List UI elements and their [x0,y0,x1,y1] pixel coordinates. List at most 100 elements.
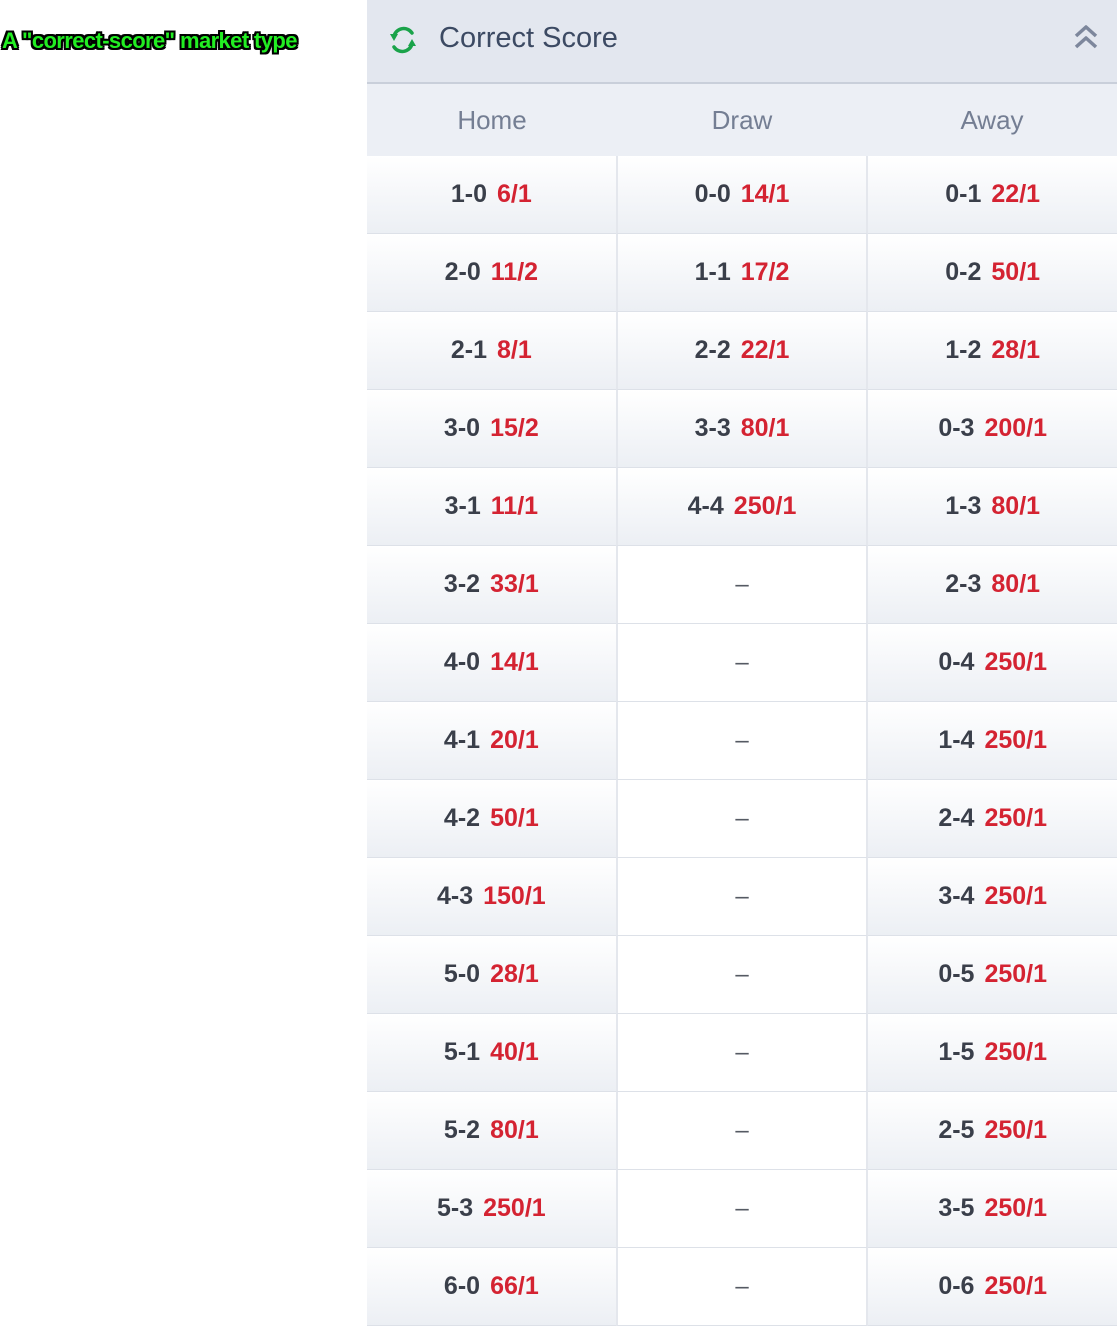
odds-price: 250/1 [984,1038,1048,1066]
odds-price: 11/1 [490,492,539,520]
odds-price: 11/2 [490,258,539,286]
selection-home[interactable]: 5-1 40/1 [367,1014,616,1092]
selection-home[interactable]: 3-2 33/1 [367,546,616,624]
score-label: 4-4 [687,492,724,520]
selection-away[interactable]: 1-5 250/1 [868,1014,1117,1092]
selection-away[interactable]: 2-4 250/1 [868,780,1117,858]
selection-away[interactable]: 0-2 50/1 [868,234,1117,312]
selection-draw: – [615,936,869,1014]
score-label: 3-2 [443,570,481,598]
odds-row: 2-0 11/2 1-1 17/2 0-2 50/1 [367,234,1117,312]
score-label: 3-0 [443,414,481,442]
odds-price: 250/1 [733,492,797,520]
selection-draw: – [615,702,869,780]
odds-price: 14/1 [740,180,790,208]
selection-draw[interactable]: 0-0 14/1 [615,156,869,234]
odds-price: 250/1 [984,1116,1048,1144]
selection-draw[interactable]: 3-3 80/1 [615,390,869,468]
empty-selection-dash: – [735,648,749,676]
selection-home[interactable]: 3-0 15/2 [367,390,616,468]
score-label: 5-1 [443,1038,481,1066]
column-header-home: Home [457,105,527,135]
selection-home[interactable]: 5-3 250/1 [367,1170,616,1248]
selection-draw: – [615,1014,869,1092]
column-header-draw: Draw [711,105,773,135]
score-label: 0-4 [938,648,975,676]
odds-price: 250/1 [984,726,1048,754]
odds-price: 80/1 [740,414,790,442]
selection-home[interactable]: 3-1 11/1 [367,468,616,546]
selection-home[interactable]: 4-0 14/1 [367,624,616,702]
selection-home[interactable]: 4-3 150/1 [367,858,616,936]
empty-selection-dash: – [735,804,749,832]
odds-price: 8/1 [497,336,532,364]
selection-away[interactable]: 1-2 28/1 [868,312,1117,390]
selection-away[interactable]: 0-6 250/1 [868,1248,1117,1326]
market-header[interactable]: Correct Score [367,0,1117,84]
selection-away[interactable]: 2-5 250/1 [868,1092,1117,1170]
score-label: 1-5 [938,1038,975,1066]
empty-selection-dash: – [735,1038,749,1066]
selection-away[interactable]: 2-3 80/1 [868,546,1117,624]
selection-draw[interactable]: 2-2 22/1 [615,312,869,390]
odds-price: 28/1 [490,960,539,988]
score-label: 1-2 [945,336,982,364]
selection-home[interactable]: 4-2 50/1 [367,780,616,858]
selection-away[interactable]: 0-4 250/1 [868,624,1117,702]
selection-away[interactable]: 0-5 250/1 [868,936,1117,1014]
selection-home[interactable]: 4-1 20/1 [367,702,616,780]
column-header-away: Away [960,105,1024,135]
selection-home[interactable]: 5-2 80/1 [367,1092,616,1170]
score-label: 3-1 [444,492,481,520]
odds-price: 50/1 [991,258,1041,286]
score-label: 2-3 [945,570,982,598]
selection-draw: – [615,546,869,624]
selection-home[interactable]: 6-0 66/1 [367,1248,616,1326]
score-label: 5-0 [443,960,481,988]
score-label: 1-1 [694,258,731,286]
empty-selection-dash: – [735,570,749,598]
odds-row: 4-3 150/1 – 3-4 250/1 [367,858,1117,936]
odds-price: 250/1 [984,1194,1048,1222]
selection-draw[interactable]: 4-4 250/1 [615,468,869,546]
annotation-label: A "correct-score" market type [2,28,297,53]
selection-home[interactable]: 2-1 8/1 [367,312,616,390]
selection-draw: – [615,1170,869,1248]
odds-price: 200/1 [984,414,1048,442]
odds-price: 250/1 [984,960,1048,988]
correct-score-market: Correct Score Home Draw Away 1-0 6/1 0-0 14… [367,0,1117,1334]
score-label: 5-3 [436,1194,474,1222]
odds-price: 6/1 [497,180,532,208]
odds-price: 250/1 [984,648,1048,676]
selection-home[interactable]: 2-0 11/2 [367,234,616,312]
score-label: 0-1 [945,180,982,208]
selection-away[interactable]: 1-4 250/1 [868,702,1117,780]
odds-row: 2-1 8/1 2-2 22/1 1-2 28/1 [367,312,1117,390]
score-label: 2-4 [938,804,975,832]
selection-away[interactable]: 1-3 80/1 [868,468,1117,546]
selection-away[interactable]: 0-1 22/1 [868,156,1117,234]
score-label: 1-4 [938,726,975,754]
odds-price: 22/1 [991,180,1041,208]
selection-home[interactable]: 5-0 28/1 [367,936,616,1014]
refresh-icon[interactable] [385,22,421,58]
score-label: 6-0 [443,1272,481,1300]
odds-price: 250/1 [483,1194,546,1222]
score-label: 2-5 [938,1116,975,1144]
selection-away[interactable]: 0-3 200/1 [868,390,1117,468]
odds-price: 80/1 [490,1116,539,1144]
selection-draw[interactable]: 1-1 17/2 [615,234,869,312]
odds-row: 3-2 33/1 – 2-3 80/1 [367,546,1117,624]
odds-row: 4-1 20/1 – 1-4 250/1 [367,702,1117,780]
score-label: 2-1 [450,336,488,364]
odds-price: 22/1 [740,336,790,364]
selection-draw: – [615,1248,869,1326]
odds-row: 5-2 80/1 – 2-5 250/1 [367,1092,1117,1170]
odds-price: 20/1 [490,726,539,754]
double-chevron-up-icon[interactable] [1071,22,1101,52]
selection-away[interactable]: 3-5 250/1 [868,1170,1117,1248]
odds-price: 15/2 [490,414,539,442]
selection-home[interactable]: 1-0 6/1 [367,156,616,234]
selection-draw: – [615,858,869,936]
selection-away[interactable]: 3-4 250/1 [868,858,1117,936]
